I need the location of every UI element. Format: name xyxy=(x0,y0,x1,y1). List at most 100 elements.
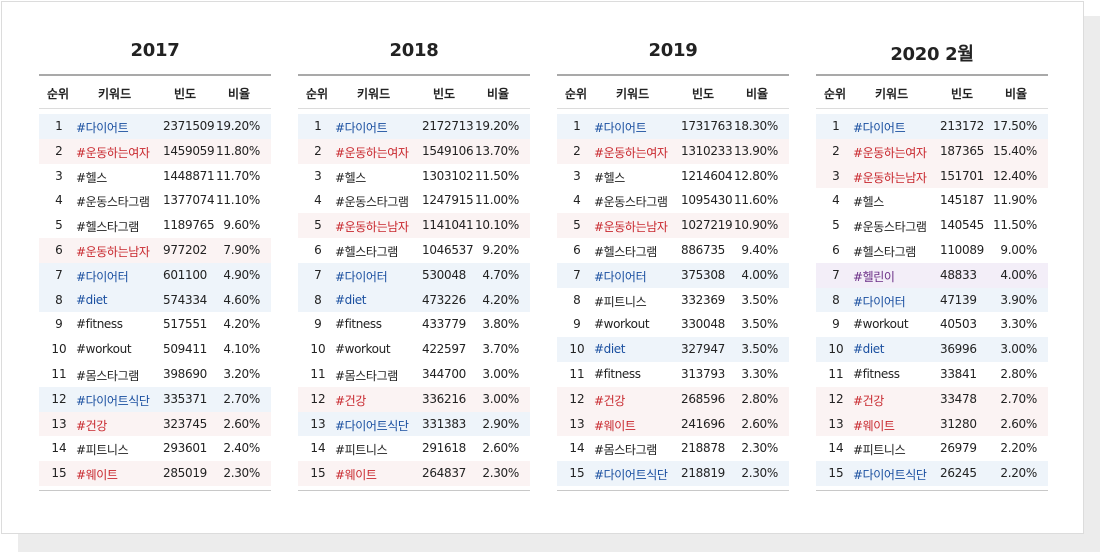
table-row: 13 #건강 323745 2.60% xyxy=(39,411,271,437)
table-row: 11 #몸스타그램 344700 3.00% xyxy=(298,362,530,387)
rank-cell: 1 xyxy=(314,119,322,133)
keyword-cell: #헬스타그램 xyxy=(853,244,916,259)
ratio-cell: 4.00% xyxy=(741,267,778,282)
table-header: 순위 키워드 빈도 비율 xyxy=(298,76,530,108)
table-row: 6 #운동하는남자 977202 7.90% xyxy=(39,237,271,263)
table-row: 6 #헬스타그램 886735 9.40% xyxy=(557,238,789,263)
table-row: 12 #건강 268596 2.80% xyxy=(557,386,789,412)
table-header: 순위 키워드 빈도 비율 xyxy=(557,76,789,108)
rank-cell: 15 xyxy=(569,466,585,481)
header-frequency: 빈도 xyxy=(692,87,715,101)
ratio-cell: 9.40% xyxy=(741,242,778,257)
table-row: 1 #다이어트 2371509 19.20% xyxy=(39,114,271,139)
ratio-cell: 3.70% xyxy=(482,342,519,357)
rank-cell: 2 xyxy=(573,143,581,158)
rank-cell: 12 xyxy=(569,391,585,406)
rank-cell: 14 xyxy=(828,441,844,456)
keyword-cell: #fitness xyxy=(853,366,900,381)
frequency-cell: 509411 xyxy=(163,342,208,357)
rank-cell: 12 xyxy=(51,391,67,406)
table-row: 7 #다이어터 530048 4.70% xyxy=(298,262,530,288)
frequency-cell: 218819 xyxy=(681,466,726,481)
frequency-cell: 977202 xyxy=(163,242,208,257)
ratio-cell: 3.00% xyxy=(482,391,519,406)
frequency-cell: 1448871 xyxy=(163,168,215,183)
frequency-cell: 264837 xyxy=(422,466,467,481)
rank-cell: 5 xyxy=(832,218,840,233)
keyword-cell: #웨이트 xyxy=(853,418,895,433)
ratio-cell: 10.90% xyxy=(734,218,778,233)
ratio-cell: 3.30% xyxy=(1000,317,1037,332)
ratio-cell: 10.10% xyxy=(475,218,519,233)
ratio-cell: 11.70% xyxy=(216,168,260,183)
frequency-cell: 336216 xyxy=(422,391,467,406)
table-bottom-rule xyxy=(557,490,789,491)
ratio-cell: 4.00% xyxy=(1000,267,1037,282)
keyword-cell: #다이어트 xyxy=(335,121,388,135)
rank-cell: 11 xyxy=(51,366,67,381)
year-title: 2020 2월 xyxy=(890,44,974,65)
rank-cell: 13 xyxy=(51,416,67,431)
ratio-cell: 2.60% xyxy=(741,416,778,431)
table-bottom-rule xyxy=(39,490,271,491)
table-row: 7 #다이어터 375308 4.00% xyxy=(557,262,789,288)
rank-cell: 10 xyxy=(310,342,326,357)
rank-cell: 12 xyxy=(828,391,844,406)
keyword-cell: #다이어트 xyxy=(594,121,647,135)
ratio-cell: 2.70% xyxy=(1000,391,1037,406)
frequency-cell: 1310233 xyxy=(681,143,733,158)
ratio-cell: 2.30% xyxy=(741,441,778,456)
ratio-cell: 2.30% xyxy=(223,466,260,481)
header-ratio: 비율 xyxy=(746,87,769,101)
ratio-cell: 15.40% xyxy=(993,143,1037,158)
keyword-cell: #다이어터 xyxy=(594,269,647,284)
header-bottom-rule xyxy=(298,108,530,109)
keyword-cell: #fitness xyxy=(335,317,382,332)
frequency-cell: 422597 xyxy=(422,342,467,357)
rank-cell: 8 xyxy=(573,292,581,307)
rank-cell: 8 xyxy=(314,292,322,307)
rank-cell: 1 xyxy=(832,119,840,133)
header-bottom-rule xyxy=(816,108,1048,109)
rank-cell: 14 xyxy=(310,441,326,456)
rank-cell: 10 xyxy=(51,342,67,357)
rank-cell: 3 xyxy=(573,168,581,183)
frequency-cell: 33841 xyxy=(940,366,977,381)
frequency-cell: 31280 xyxy=(940,416,977,431)
rank-cell: 3 xyxy=(832,168,840,183)
ratio-cell: 4.90% xyxy=(223,267,260,282)
year-title: 2019 xyxy=(648,40,698,61)
keyword-cell: #fitness xyxy=(594,366,641,381)
table-bottom-rule xyxy=(298,490,530,491)
header-bottom-rule xyxy=(39,108,271,109)
rank-cell: 6 xyxy=(573,242,581,257)
keyword-cell: #건강 xyxy=(335,393,366,408)
rank-cell: 2 xyxy=(314,143,322,158)
header-ratio: 비율 xyxy=(487,87,510,101)
table-row: 8 #다이어터 47139 3.90% xyxy=(816,287,1048,313)
table-row: 8 #diet 574334 4.60% xyxy=(39,287,271,313)
keyword-cell: #다이어트 xyxy=(853,121,906,135)
header-top-rule xyxy=(557,74,789,76)
rank-cell: 13 xyxy=(569,416,585,431)
table-row: 2 #운동하는여자 1459059 11.80% xyxy=(39,138,271,164)
frequency-cell: 285019 xyxy=(163,466,208,481)
ratio-cell: 3.50% xyxy=(741,317,778,332)
ratio-cell: 3.50% xyxy=(741,342,778,357)
frequency-cell: 886735 xyxy=(681,242,726,257)
table-row: 15 #다이어트식단 26245 2.20% xyxy=(816,461,1048,486)
frequency-cell: 517551 xyxy=(163,317,208,332)
table-row: 2 #운동하는여자 1310233 13.90% xyxy=(557,138,789,164)
frequency-cell: 36996 xyxy=(940,342,977,357)
keyword-cell: #운동하는남자 xyxy=(76,244,150,259)
keyword-cell: #헬스타그램 xyxy=(76,220,139,235)
rank-cell: 7 xyxy=(55,267,63,282)
rank-cell: 9 xyxy=(573,317,581,332)
frequency-cell: 433779 xyxy=(422,317,467,332)
keyword-cell: #몸스타그램 xyxy=(76,368,139,383)
keyword-cell: #몸스타그램 xyxy=(594,443,657,458)
table-row: 2 #운동하는여자 187365 15.40% xyxy=(816,138,1048,164)
header-rank: 순위 xyxy=(824,87,847,101)
keyword-cell: #웨이트 xyxy=(335,468,377,483)
table-row: 7 #헬린이 48833 4.00% xyxy=(816,262,1048,288)
